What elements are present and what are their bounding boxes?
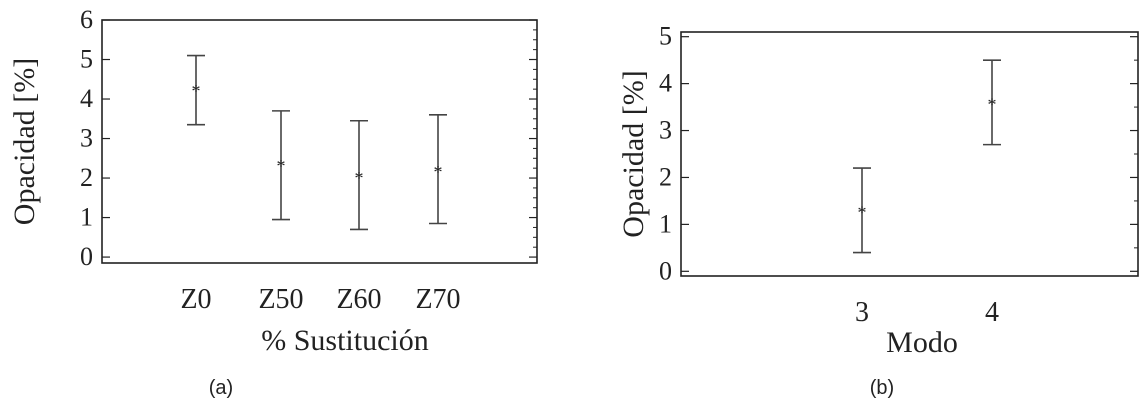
y-tick-label: 5 xyxy=(659,22,672,51)
chart-panel-b: 0 1 2 3 4 5 3 4 * * Modo Opacidad [%] (b) xyxy=(617,22,1139,399)
y-tick-label: 5 xyxy=(80,45,93,74)
data-point-marker: * xyxy=(988,94,997,114)
y-tick-label: 2 xyxy=(80,163,93,192)
y-tick-label: 4 xyxy=(659,69,672,98)
panel-caption: (b) xyxy=(870,377,894,399)
plot-frame xyxy=(680,31,1139,277)
y-tick-label: 0 xyxy=(80,242,93,271)
data-point-marker: * xyxy=(858,202,867,222)
y-tick-label: 3 xyxy=(80,124,93,153)
x-axis-label: % Sustitución xyxy=(261,324,429,357)
data-point-marker: * xyxy=(192,81,201,101)
y-tick-label: 1 xyxy=(659,209,672,238)
x-tick-label: 3 xyxy=(855,297,869,328)
y-axis-label: Opacidad [%] xyxy=(617,70,650,237)
y-axis-label: Opacidad [%] xyxy=(8,58,41,225)
y-tick-label: 6 xyxy=(80,5,93,34)
chart-panel-a: 0 1 2 3 4 5 6 Z0 Z50 Z60 Z70 * * * * % Sustitución Opaci… xyxy=(8,5,538,399)
x-tick-label: Z60 xyxy=(336,284,381,315)
x-axis-label: Modo xyxy=(886,326,958,359)
x-tick-label: 4 xyxy=(985,297,999,328)
data-point-marker: * xyxy=(277,156,286,176)
plot-frame xyxy=(101,19,538,264)
y-tick-label: 3 xyxy=(659,116,672,145)
x-tick-label: Z70 xyxy=(415,284,460,315)
data-point-marker: * xyxy=(355,168,364,188)
y-tick-label: 0 xyxy=(659,256,672,285)
x-tick-label: Z0 xyxy=(180,284,211,315)
x-tick-label: Z50 xyxy=(258,284,303,315)
y-tick-label: 4 xyxy=(80,84,93,113)
panel-caption: (a) xyxy=(209,377,233,399)
data-point-marker: * xyxy=(434,162,443,182)
y-tick-label: 1 xyxy=(80,203,93,232)
y-tick-label: 2 xyxy=(659,162,672,191)
